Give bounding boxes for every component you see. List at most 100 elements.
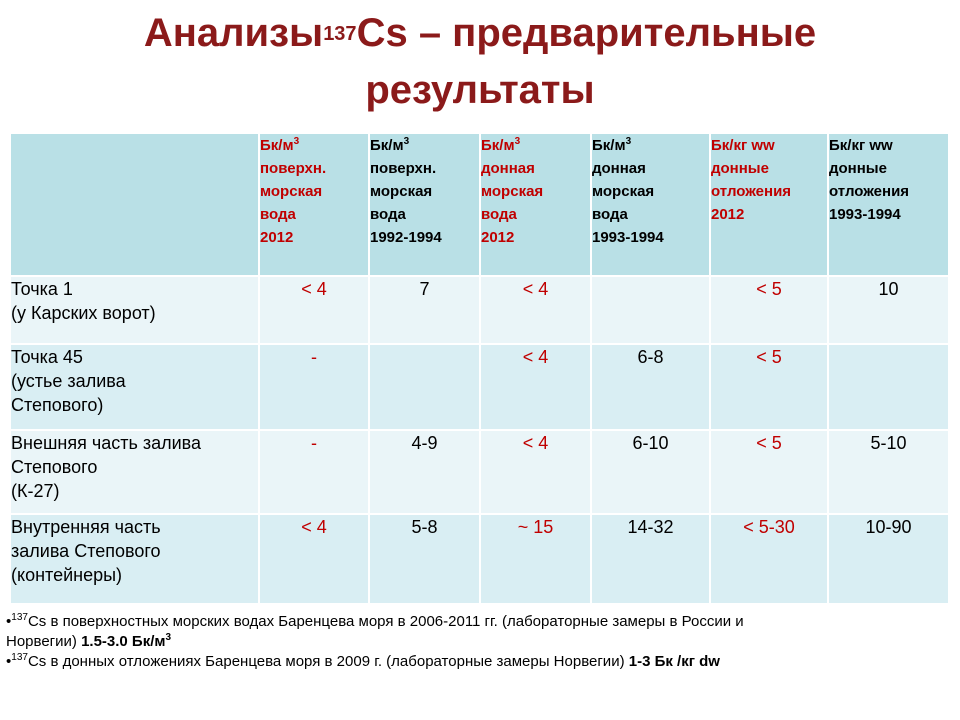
- row-label: Точка 45 (устье залива Степового): [11, 344, 260, 431]
- row-label: Точка 1 (у Карских ворот): [11, 276, 260, 345]
- column-header: Бк/м3 донная морская вода 2012: [480, 134, 592, 277]
- row-label: Внешняя часть залива Степового (К-27): [11, 430, 260, 515]
- table-cell: 5-10: [828, 430, 950, 515]
- footnote-2: •137Cs в донных отложениях Баренцева мор…: [6, 652, 946, 672]
- row-label-line: (у Карских ворот): [11, 303, 156, 323]
- unit-text: Бк/м: [370, 137, 404, 154]
- column-header-line: Бк/м3: [260, 134, 368, 157]
- column-header: Бк/м3 донная морская вода 1993-1994: [591, 134, 711, 277]
- table-cell: -: [259, 430, 370, 515]
- column-header-line: 1993-1994: [592, 229, 664, 246]
- table-cell: < 5: [710, 430, 829, 515]
- unit-superscript: 3: [514, 136, 521, 147]
- footnote-text: Cs в донных отложениях Баренцева моря в …: [27, 653, 629, 670]
- table-cell: < 4: [480, 430, 592, 515]
- unit-superscript: 3: [293, 136, 300, 147]
- unit-text: Бк/м: [592, 137, 626, 154]
- row-label-line: (устье залива: [11, 371, 126, 391]
- footnote-value: 1.5-3.0 Бк/м3: [81, 633, 171, 651]
- column-header-line: Бк/кг ww: [711, 137, 775, 154]
- page-title: Анализы137Cs – предварительные результат…: [0, 8, 960, 115]
- unit-text: Бк/м: [260, 137, 294, 154]
- column-header-line: морская: [481, 183, 544, 200]
- table-cell: [591, 276, 711, 345]
- column-header-line: вода: [370, 206, 406, 223]
- table-cell: 14-32: [591, 514, 711, 605]
- column-header-line: Бк/м3: [481, 134, 590, 157]
- footnote-isotope-number: 137: [11, 612, 28, 623]
- footnote-bullet: •: [6, 653, 12, 670]
- table-cell: [369, 344, 481, 431]
- column-header-line: 1993-1994: [829, 206, 901, 223]
- row-label-line: (К-27): [11, 481, 60, 501]
- column-header-line: Бк/м3: [592, 134, 709, 157]
- column-header-line: 2012: [481, 229, 515, 246]
- title-line-1: Анализы137Cs – предварительные: [0, 8, 960, 65]
- row-label-line: Точка 45: [11, 347, 83, 367]
- table-cell: 7: [369, 276, 481, 345]
- table-cell: [828, 344, 950, 431]
- table-row: Внешняя часть залива Степового (К-27) -4-9 <…: [11, 430, 950, 515]
- column-header-line: Бк/кг ww: [829, 137, 893, 154]
- footnote-text: Норвегии): [6, 633, 82, 650]
- row-label-line: (контейнеры): [11, 565, 123, 585]
- column-header: Бк/м3 поверхн. морская вода 1992-1994: [369, 134, 481, 277]
- table-cell: 6-8: [591, 344, 711, 431]
- footnote-1: •137Cs в поверхностных морских водах Бар…: [6, 612, 946, 652]
- unit-superscript: 3: [403, 136, 410, 147]
- column-header-line: отложения: [829, 183, 910, 200]
- column-header-line: донные: [829, 160, 887, 177]
- column-header-line: 2012: [711, 206, 745, 223]
- footnote-value: 1-3 Бк /кг dw: [628, 653, 720, 670]
- column-header-line: поверхн.: [370, 160, 437, 177]
- table-cell: ~ 15: [480, 514, 592, 605]
- table-cell: < 5: [710, 276, 829, 345]
- column-header-line: морская: [370, 183, 433, 200]
- column-header-line: вода: [592, 206, 628, 223]
- row-label-line: Внешняя часть залива: [11, 433, 202, 453]
- table-cell: < 5-30: [710, 514, 829, 605]
- table-cell: 10: [828, 276, 950, 345]
- column-header-line: поверхн.: [260, 160, 327, 177]
- column-header-line: донная: [481, 160, 535, 177]
- footnotes: •137Cs в поверхностных морских водах Бар…: [6, 612, 946, 672]
- title-line-2: результаты: [365, 68, 595, 112]
- row-label-line: Точка 1: [11, 279, 73, 299]
- column-header-line: Бк/м3: [370, 134, 479, 157]
- row-label: Внутренняя часть залива Степового (контейн…: [11, 514, 260, 605]
- table-header-row: Бк/м3 поверхн. морская вода 2012 Бк/м3 поверхн…: [11, 134, 950, 277]
- results-table: Бк/м3 поверхн. морская вода 2012 Бк/м3 поверхн…: [11, 134, 950, 605]
- table-cell: 6-10: [591, 430, 711, 515]
- column-header-line: вода: [260, 206, 296, 223]
- table-row: Точка 45 (устье залива Степового) - < 4 6-8 < …: [11, 344, 950, 431]
- footnote-text: Cs в поверхностных морских водах Баренце…: [27, 613, 744, 630]
- column-header: Бк/кг ww донные отложения 1993-1994: [828, 134, 950, 277]
- table-cell: < 5: [710, 344, 829, 431]
- unit-text: Бк/м: [481, 137, 515, 154]
- table-cell: 5-8: [369, 514, 481, 605]
- row-label-line: залива Степового: [11, 541, 161, 561]
- column-header: Бк/кг ww донные отложения 2012: [710, 134, 829, 277]
- column-header: Бк/м3 поверхн. морская вода 2012: [259, 134, 370, 277]
- table-cell: < 4: [480, 276, 592, 345]
- column-header-line: отложения: [711, 183, 792, 200]
- table-body: Точка 1 (у Карских ворот) < 4 7 < 4 < 5 10 Точк…: [11, 276, 950, 605]
- unit-superscript: 3: [625, 136, 632, 147]
- column-header-line: вода: [481, 206, 517, 223]
- column-header-line: 1992-1994: [370, 229, 442, 246]
- column-header-line: донные: [711, 160, 769, 177]
- footnote-bullet: •: [6, 613, 12, 630]
- table-cell: 4-9: [369, 430, 481, 515]
- title-isotope-number: 137: [323, 23, 357, 45]
- row-label-line: Внутренняя часть: [11, 517, 161, 537]
- column-header-line: 2012: [260, 229, 294, 246]
- footnote-isotope-number: 137: [11, 652, 28, 663]
- table-cell: < 4: [259, 276, 370, 345]
- table-cell: 10-90: [828, 514, 950, 605]
- row-label-line: Степового: [11, 457, 98, 477]
- title-rest: – предварительные: [407, 11, 817, 55]
- table-row: Внутренняя часть залива Степового (контейн…: [11, 514, 950, 605]
- header-empty-cell: [11, 134, 260, 277]
- table-cell: < 4: [480, 344, 592, 431]
- row-label-line: Степового): [11, 395, 104, 415]
